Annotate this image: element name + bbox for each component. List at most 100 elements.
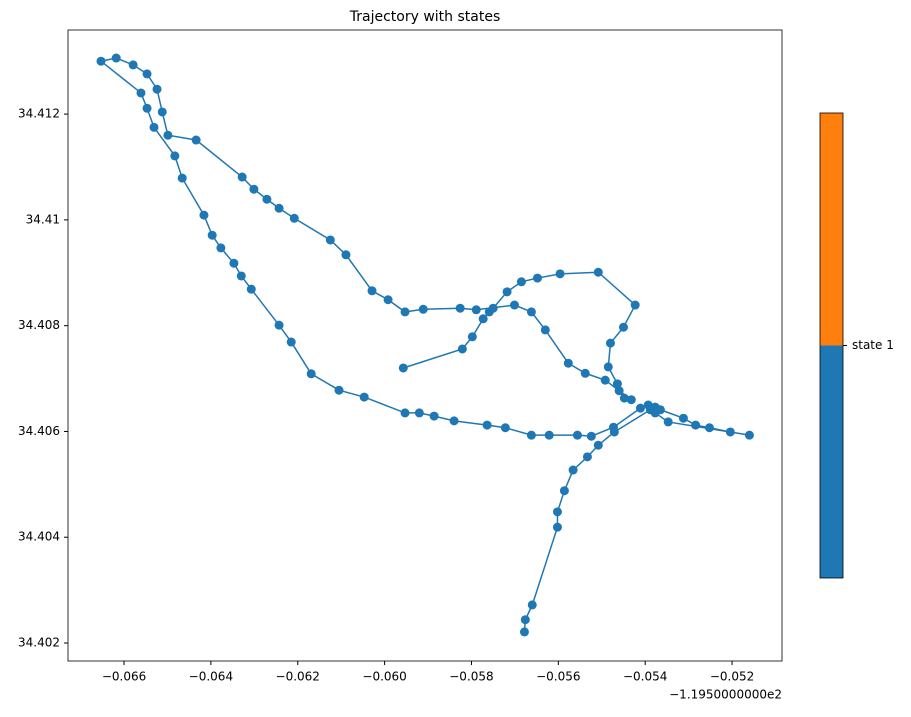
trajectory-point bbox=[527, 600, 537, 610]
trajectory-point bbox=[502, 287, 512, 297]
x-tick-label: −0.054 bbox=[623, 670, 667, 684]
trajectory-point bbox=[725, 427, 735, 437]
trajectory-point bbox=[619, 393, 629, 403]
trajectory-point bbox=[207, 230, 217, 240]
trajectory-point bbox=[520, 615, 530, 625]
trajectory-point bbox=[482, 420, 492, 430]
trajectory-point bbox=[509, 300, 519, 310]
trajectory-point bbox=[500, 423, 510, 433]
colorbar-tick-label: state 1 bbox=[852, 338, 894, 352]
trajectory-point bbox=[519, 627, 529, 637]
trajectory-point bbox=[111, 53, 121, 63]
trajectory-point bbox=[471, 305, 481, 315]
trajectory-point bbox=[563, 358, 573, 368]
trajectory-point bbox=[249, 184, 259, 194]
trajectory-point bbox=[540, 325, 550, 335]
x-tick-label: −0.052 bbox=[710, 670, 754, 684]
trajectory-point bbox=[704, 423, 714, 433]
trajectory-point bbox=[626, 395, 636, 405]
trajectory-point bbox=[593, 267, 603, 277]
trajectory-point bbox=[605, 338, 615, 348]
trajectory-point bbox=[246, 284, 256, 294]
trajectory-point bbox=[429, 411, 439, 421]
trajectory-point bbox=[149, 122, 159, 132]
trajectory-point bbox=[229, 258, 239, 268]
trajectory-point bbox=[488, 303, 498, 313]
trajectory-point bbox=[96, 56, 106, 66]
trajectory-point bbox=[177, 173, 187, 183]
trajectory-point bbox=[152, 84, 162, 94]
trajectory-point bbox=[359, 392, 369, 402]
trajectory-point bbox=[157, 107, 167, 117]
trajectory-point bbox=[559, 486, 569, 496]
trajectory-point bbox=[635, 403, 645, 413]
colorbar-segment bbox=[820, 113, 843, 346]
trajectory-point bbox=[691, 420, 701, 430]
x-tick-label: −0.060 bbox=[362, 670, 406, 684]
trajectory-point bbox=[580, 368, 590, 378]
trajectory-point bbox=[663, 417, 673, 427]
trajectory-point bbox=[609, 427, 619, 437]
y-tick-label: 34.41 bbox=[26, 212, 60, 226]
trajectory-point bbox=[552, 522, 562, 532]
y-tick-label: 34.402 bbox=[18, 636, 60, 650]
trajectory-point bbox=[467, 332, 477, 342]
trajectory-point bbox=[526, 430, 536, 440]
trajectory-point bbox=[142, 69, 152, 79]
trajectory-point bbox=[341, 250, 351, 260]
trajectory-point bbox=[289, 213, 299, 223]
y-tick-label: 34.408 bbox=[18, 318, 60, 332]
trajectory-point bbox=[199, 210, 209, 220]
trajectory-point bbox=[526, 307, 536, 317]
trajectory-point bbox=[552, 507, 562, 517]
trajectory-point bbox=[572, 430, 582, 440]
trajectory-point bbox=[334, 385, 344, 395]
trajectory-point bbox=[603, 362, 613, 372]
trajectory-point bbox=[449, 416, 459, 426]
trajectory-point bbox=[191, 135, 201, 145]
trajectory-point bbox=[586, 431, 596, 441]
y-tick-label: 34.406 bbox=[18, 424, 60, 438]
trajectory-point bbox=[532, 273, 542, 283]
trajectory-point bbox=[237, 172, 247, 182]
trajectory-point bbox=[306, 369, 316, 379]
trajectory-point bbox=[568, 465, 578, 475]
trajectory-point bbox=[142, 103, 152, 113]
trajectory-point bbox=[555, 269, 565, 279]
trajectory-point bbox=[398, 363, 408, 373]
trajectory-point bbox=[516, 277, 526, 287]
trajectory-point bbox=[582, 452, 592, 462]
trajectory-point bbox=[163, 130, 173, 140]
trajectory-line bbox=[99, 57, 750, 632]
trajectory-point bbox=[128, 60, 138, 70]
trajectory-point bbox=[418, 304, 428, 314]
trajectory-point bbox=[170, 151, 180, 161]
x-tick-label: −0.058 bbox=[449, 670, 493, 684]
trajectory-point bbox=[612, 379, 622, 389]
trajectory-point bbox=[286, 337, 296, 347]
trajectory-point bbox=[600, 375, 610, 385]
trajectory-point bbox=[414, 408, 424, 418]
x-tick-label: −0.062 bbox=[276, 670, 320, 684]
colorbar-segment bbox=[820, 345, 843, 578]
trajectory-point bbox=[645, 405, 655, 415]
x-tick-label: −0.064 bbox=[189, 670, 233, 684]
trajectory-point bbox=[274, 203, 284, 213]
x-tick-label: −0.056 bbox=[536, 670, 580, 684]
trajectory-point bbox=[236, 271, 246, 281]
trajectory-point bbox=[216, 243, 226, 253]
trajectory-point bbox=[593, 440, 603, 450]
chart-title: Trajectory with states bbox=[349, 9, 501, 25]
trajectory-point bbox=[614, 386, 624, 396]
trajectory-point bbox=[274, 320, 284, 330]
trajectory-point bbox=[136, 88, 146, 98]
trajectory-point bbox=[630, 300, 640, 310]
trajectory-point bbox=[744, 430, 754, 440]
axes-frame bbox=[67, 29, 783, 662]
trajectory-point bbox=[262, 194, 272, 204]
trajectory-point bbox=[367, 286, 377, 296]
trajectory-point bbox=[400, 307, 410, 317]
y-tick-label: 34.412 bbox=[18, 107, 60, 121]
x-offset-label: −1.1950000000e2 bbox=[669, 688, 782, 702]
